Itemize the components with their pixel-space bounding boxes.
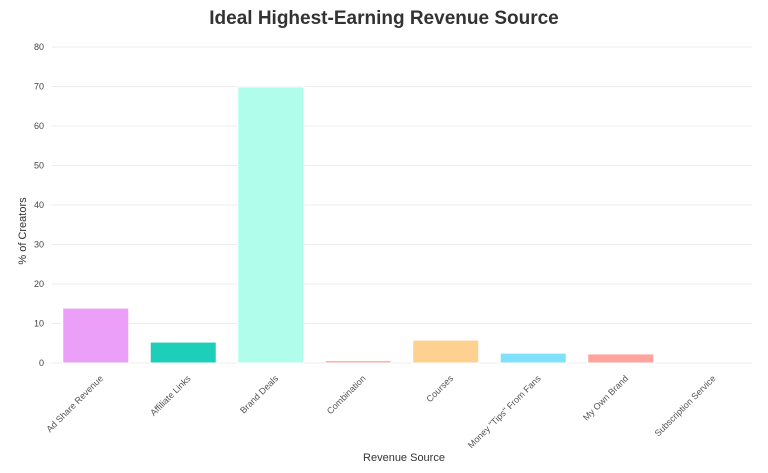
y-tick-label: 60 [34,121,44,131]
y-tick-label: 80 [34,42,44,52]
y-tick-label: 50 [34,161,44,171]
bar [499,352,567,364]
bar [412,339,480,364]
bar [149,341,217,364]
bar [324,360,392,364]
y-tick-label: 20 [34,279,44,289]
x-tick-label: Subscription Service [653,373,718,438]
y-tick-label: 70 [34,82,44,92]
y-tick-label: 10 [34,319,44,329]
bar [587,353,655,364]
y-tick-label: 30 [34,240,44,250]
x-tick-label: Brand Deals [238,373,280,415]
y-tick-label: 0 [39,358,44,368]
bar [62,307,130,364]
x-tick-label: Courses [424,373,455,404]
x-tick-label: Affiliate Links [148,373,193,418]
x-tick-label: Combination [325,373,368,416]
chart-title: Ideal Highest-Earning Revenue Source [209,8,559,29]
x-tick-label: Money "Tips" From Fans [466,373,543,450]
y-tick-label: 40 [34,200,44,210]
x-axis-label: Revenue Source [363,452,445,464]
x-tick-label: Ad Share Revenue [44,373,105,434]
bar [237,86,305,364]
x-tick-label: My Own Brand [581,373,630,422]
